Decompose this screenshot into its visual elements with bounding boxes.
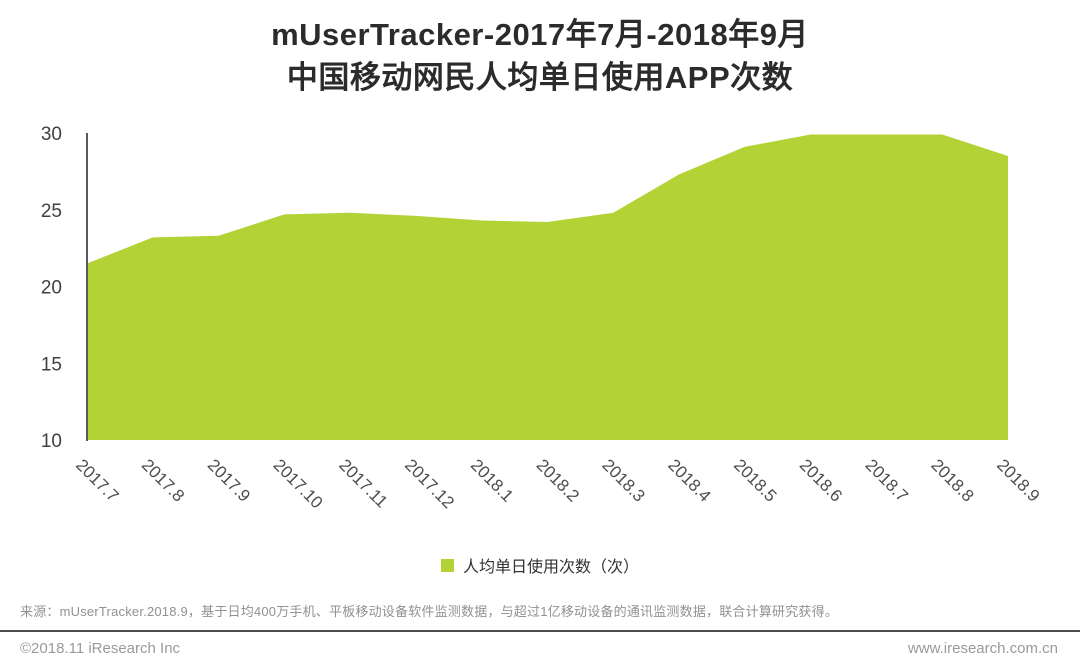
y-axis-tick-label: 20 [41,278,62,299]
legend-label: 人均单日使用次数（次） [462,559,639,576]
x-axis-tick-label: 2017.7 [72,455,122,505]
y-axis-tick-label: 25 [41,201,62,222]
y-axis-tick-label: 10 [41,431,62,452]
x-axis-tick-label: 2018.6 [796,455,846,505]
area-series [87,134,1008,440]
x-axis-tick-label: 2018.5 [730,455,780,505]
chart-title-line2: 中国移动网民人均单日使用APP次数 [286,60,794,95]
x-axis-tick-label: 2018.1 [467,455,517,505]
y-axis-tick-label: 15 [41,354,62,375]
x-axis-tick-label: 2017.11 [335,455,391,511]
legend-swatch [440,558,454,572]
x-axis-tick-label: 2017.12 [401,455,458,512]
footer-divider [0,630,1080,632]
x-axis-tick-label: 2018.7 [862,455,912,505]
x-axis-tick-label: 2018.3 [598,455,648,505]
x-axis-tick-label: 2017.9 [204,455,254,505]
x-axis-tick-label: 2017.10 [270,455,327,512]
legend: 人均单日使用次数（次） [0,553,1080,577]
x-axis-tick-label: 2017.8 [138,455,188,505]
chart-title-line1: mUserTracker-2017年7月-2018年9月 [271,17,809,52]
x-axis-tick-label: 2018.9 [993,455,1043,505]
x-axis-tick-label: 2018.2 [533,455,583,505]
chart-title: mUserTracker-2017年7月-2018年9月 中国移动网民人均单日使… [0,13,1080,99]
source-note: 来源：mUserTracker.2018.9，基于日均400万手机、平板移动设备… [20,604,839,619]
y-axis-tick-label: 30 [41,124,62,145]
x-axis-tick-label: 2018.8 [927,455,977,505]
website-link[interactable]: www.iresearch.com.cn [907,640,1058,657]
footer-bar: ©2018.11 iResearch Inc www.iresearch.com… [20,640,1058,657]
x-axis-tick-label: 2018.4 [664,455,714,505]
copyright-text: ©2018.11 iResearch Inc [20,640,181,657]
